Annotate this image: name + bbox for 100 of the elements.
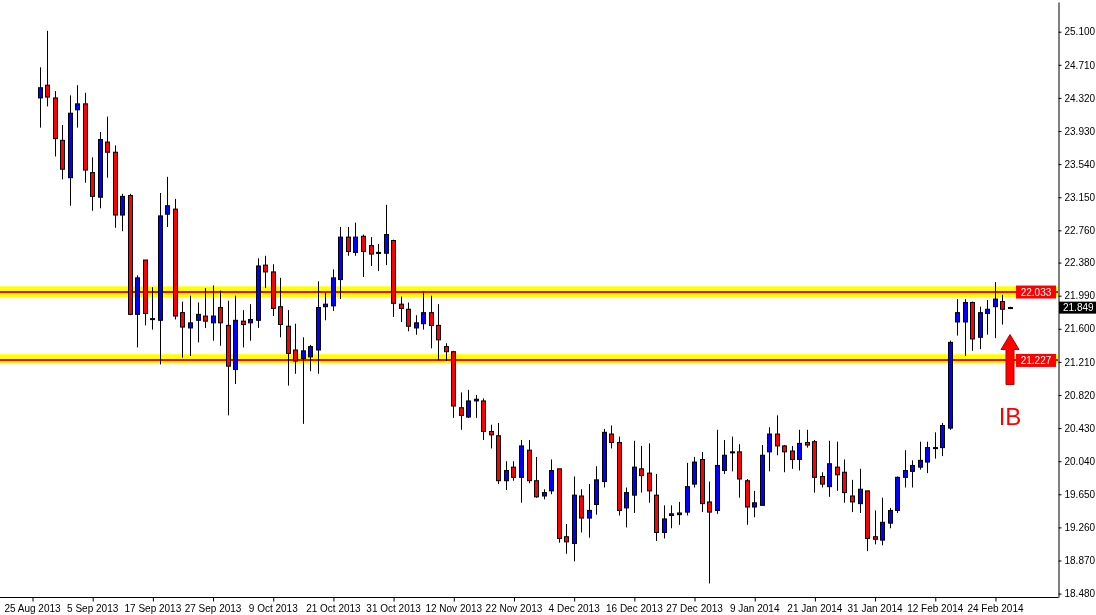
candlestick	[835, 441, 840, 492]
x-tick-label: 24 Feb 2014	[967, 602, 1024, 614]
candlestick	[489, 424, 494, 449]
y-tick-label: 20.040	[1064, 455, 1096, 467]
x-tick-label: 21 Oct 2013	[306, 602, 362, 614]
candlestick	[564, 523, 569, 555]
x-tick-label: 5 Sep 2013	[67, 602, 119, 614]
candlestick	[241, 309, 246, 348]
y-tick-label: 25.100	[1064, 26, 1096, 38]
y-tick-label: 19.260	[1064, 522, 1096, 534]
x-tick-label: 9 Oct 2013	[248, 602, 299, 614]
candlestick	[707, 481, 712, 584]
candlestick	[880, 497, 885, 546]
candlestick	[933, 431, 938, 460]
candlestick	[587, 483, 592, 539]
y-tick-label: 18.480	[1064, 588, 1096, 600]
x-tick-label: 17 Sep 2013	[124, 602, 182, 614]
candlestick	[459, 391, 464, 431]
candlestick	[45, 30, 50, 107]
candlestick	[669, 504, 674, 529]
candlestick	[504, 460, 509, 491]
candlestick	[842, 459, 847, 504]
candlestick	[993, 281, 998, 339]
candlestick	[767, 426, 772, 472]
candlestick	[301, 336, 306, 425]
ref-line-label: 22.033	[1020, 286, 1052, 298]
candlestick	[406, 301, 411, 332]
candlestick	[549, 459, 554, 495]
candlestick	[38, 66, 43, 129]
candlestick	[730, 436, 735, 472]
candlestick	[624, 487, 629, 528]
candlestick	[196, 301, 201, 343]
candlestick	[376, 243, 381, 272]
candlestick	[850, 479, 855, 513]
x-tick-label: 22 Nov 2013	[485, 602, 543, 614]
y-tick-label: 21.990	[1064, 290, 1096, 302]
y-tick-label: 23.540	[1064, 158, 1096, 170]
y-tick-label: 21.600	[1064, 323, 1096, 335]
candlestick	[918, 441, 923, 471]
y-tick-label: 22.760	[1064, 225, 1096, 237]
candlestick	[429, 295, 434, 349]
x-tick-label: 27 Dec 2013	[666, 602, 724, 614]
candlestick	[466, 389, 471, 419]
x-tick-label: 31 Oct 2013	[366, 602, 422, 614]
candlestick	[677, 501, 682, 526]
candlestick	[369, 236, 374, 267]
candlestick	[534, 456, 539, 499]
candlestick	[782, 444, 787, 473]
x-tick-label: 16 Dec 2013	[605, 602, 664, 614]
candlestick	[963, 298, 968, 357]
candlestick	[263, 255, 268, 289]
x-tick-label: 27 Sep 2013	[184, 602, 242, 614]
x-tick-label: 21 Jan 2014	[787, 602, 843, 614]
candlestick	[361, 234, 366, 278]
x-tick-label: 9 Jan 2014	[729, 602, 780, 614]
x-tick-label: 12 Feb 2014	[907, 602, 964, 614]
candlestick	[955, 298, 960, 337]
candlestick	[647, 442, 652, 504]
y-tick-label: 24.320	[1064, 92, 1096, 104]
y-tick-label: 22.380	[1064, 257, 1096, 269]
candlestick	[639, 445, 644, 494]
candlestick	[105, 116, 110, 179]
y-tick-label: 23.150	[1064, 191, 1096, 203]
candlestick	[910, 459, 915, 489]
ref-line-label: 21.227	[1020, 354, 1052, 366]
candlestick	[248, 303, 253, 342]
candlestick	[90, 156, 95, 212]
candlestick	[752, 490, 757, 518]
candlestick	[474, 394, 479, 419]
candlestick	[384, 204, 389, 266]
candlestick	[722, 439, 727, 475]
candlestick	[888, 507, 893, 529]
candlestick	[346, 226, 351, 257]
candlestick	[211, 284, 216, 342]
candlestick	[692, 456, 697, 489]
candlestick	[188, 295, 193, 357]
candlestick	[925, 441, 930, 474]
candlestick	[940, 422, 945, 457]
candlestick	[511, 460, 516, 482]
candlestick	[165, 176, 170, 228]
candlestick	[399, 296, 404, 323]
x-tick-label: 25 Aug 2013	[4, 602, 62, 614]
candlestick	[827, 440, 832, 498]
annotation: IB	[998, 402, 1022, 430]
text: 21.849	[1063, 302, 1094, 314]
candlestick	[120, 193, 125, 232]
y-tick-label: 19.650	[1064, 489, 1096, 500]
x-tick-label: 31 Jan 2014	[847, 602, 904, 614]
y-tick-label: 18.870	[1064, 555, 1096, 567]
candlestick	[790, 445, 795, 470]
candlestick	[308, 344, 313, 372]
candlestick	[775, 414, 780, 456]
candlestick	[1000, 294, 1005, 326]
x-tick-label: 4 Dec 2013	[548, 602, 601, 614]
y-tick-label: 20.430	[1064, 422, 1096, 434]
y-tick-label: 23.930	[1064, 125, 1096, 137]
candlestick	[421, 290, 426, 331]
candlestick	[797, 429, 802, 472]
candlestick	[414, 314, 419, 336]
candlestick	[873, 509, 878, 545]
